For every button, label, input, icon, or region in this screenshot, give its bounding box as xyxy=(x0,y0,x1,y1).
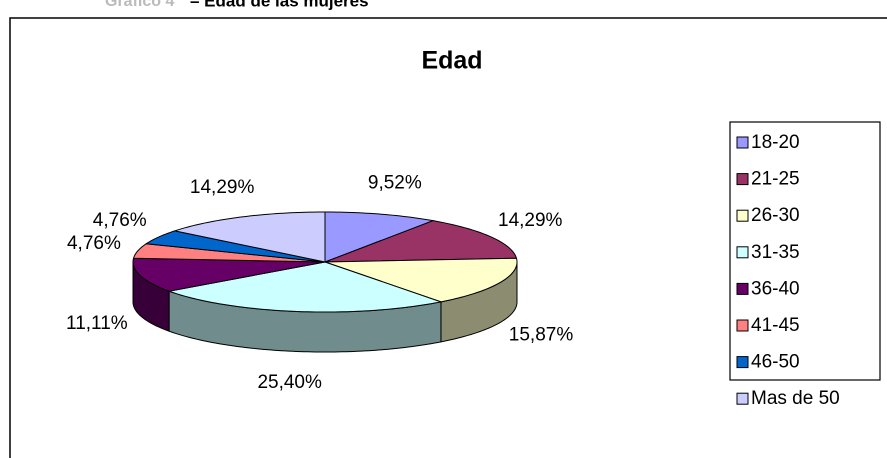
legend-label: 26-30 xyxy=(751,205,800,226)
data-label: 9,52% xyxy=(368,173,422,194)
legend-swatch xyxy=(736,319,749,332)
legend-label: 46-50 xyxy=(751,352,800,373)
data-label: 15,87% xyxy=(509,325,574,346)
legend-label: 41-45 xyxy=(751,315,800,336)
legend-swatch xyxy=(736,173,749,186)
legend-label: 18-20 xyxy=(751,132,800,153)
pie-slice xyxy=(324,220,518,263)
legend-label: Mas de 50 xyxy=(751,388,840,409)
pie-slice xyxy=(324,211,435,263)
legend-label: 31-35 xyxy=(751,242,800,263)
legend-swatch xyxy=(736,282,749,295)
legend-swatch xyxy=(736,356,749,369)
chart-border xyxy=(9,17,887,458)
pie-slice xyxy=(167,261,443,313)
data-label: 14,29% xyxy=(498,210,563,231)
data-label: 11,11% xyxy=(66,313,128,334)
data-label: 4,76% xyxy=(93,210,147,231)
legend-swatch xyxy=(736,392,749,405)
legend-label: 36-40 xyxy=(751,278,800,299)
pie-slice xyxy=(172,211,326,263)
data-label: 14,29% xyxy=(190,177,255,198)
pie-slice xyxy=(132,257,326,292)
legend-label: 21-25 xyxy=(751,169,800,190)
data-label: 4,76% xyxy=(67,233,121,254)
pie-slice xyxy=(144,230,326,263)
caption: – Edad de las mujeres xyxy=(190,0,369,10)
pie-slice xyxy=(324,257,518,303)
legend-box xyxy=(729,121,881,381)
legend-swatch xyxy=(736,246,749,259)
legend-swatch xyxy=(736,209,749,222)
data-label: 25,40% xyxy=(257,372,322,393)
legend-swatch xyxy=(736,136,749,149)
caption-prefix: Gráfico 4 xyxy=(105,0,174,10)
chart-title: Edad xyxy=(421,47,482,75)
